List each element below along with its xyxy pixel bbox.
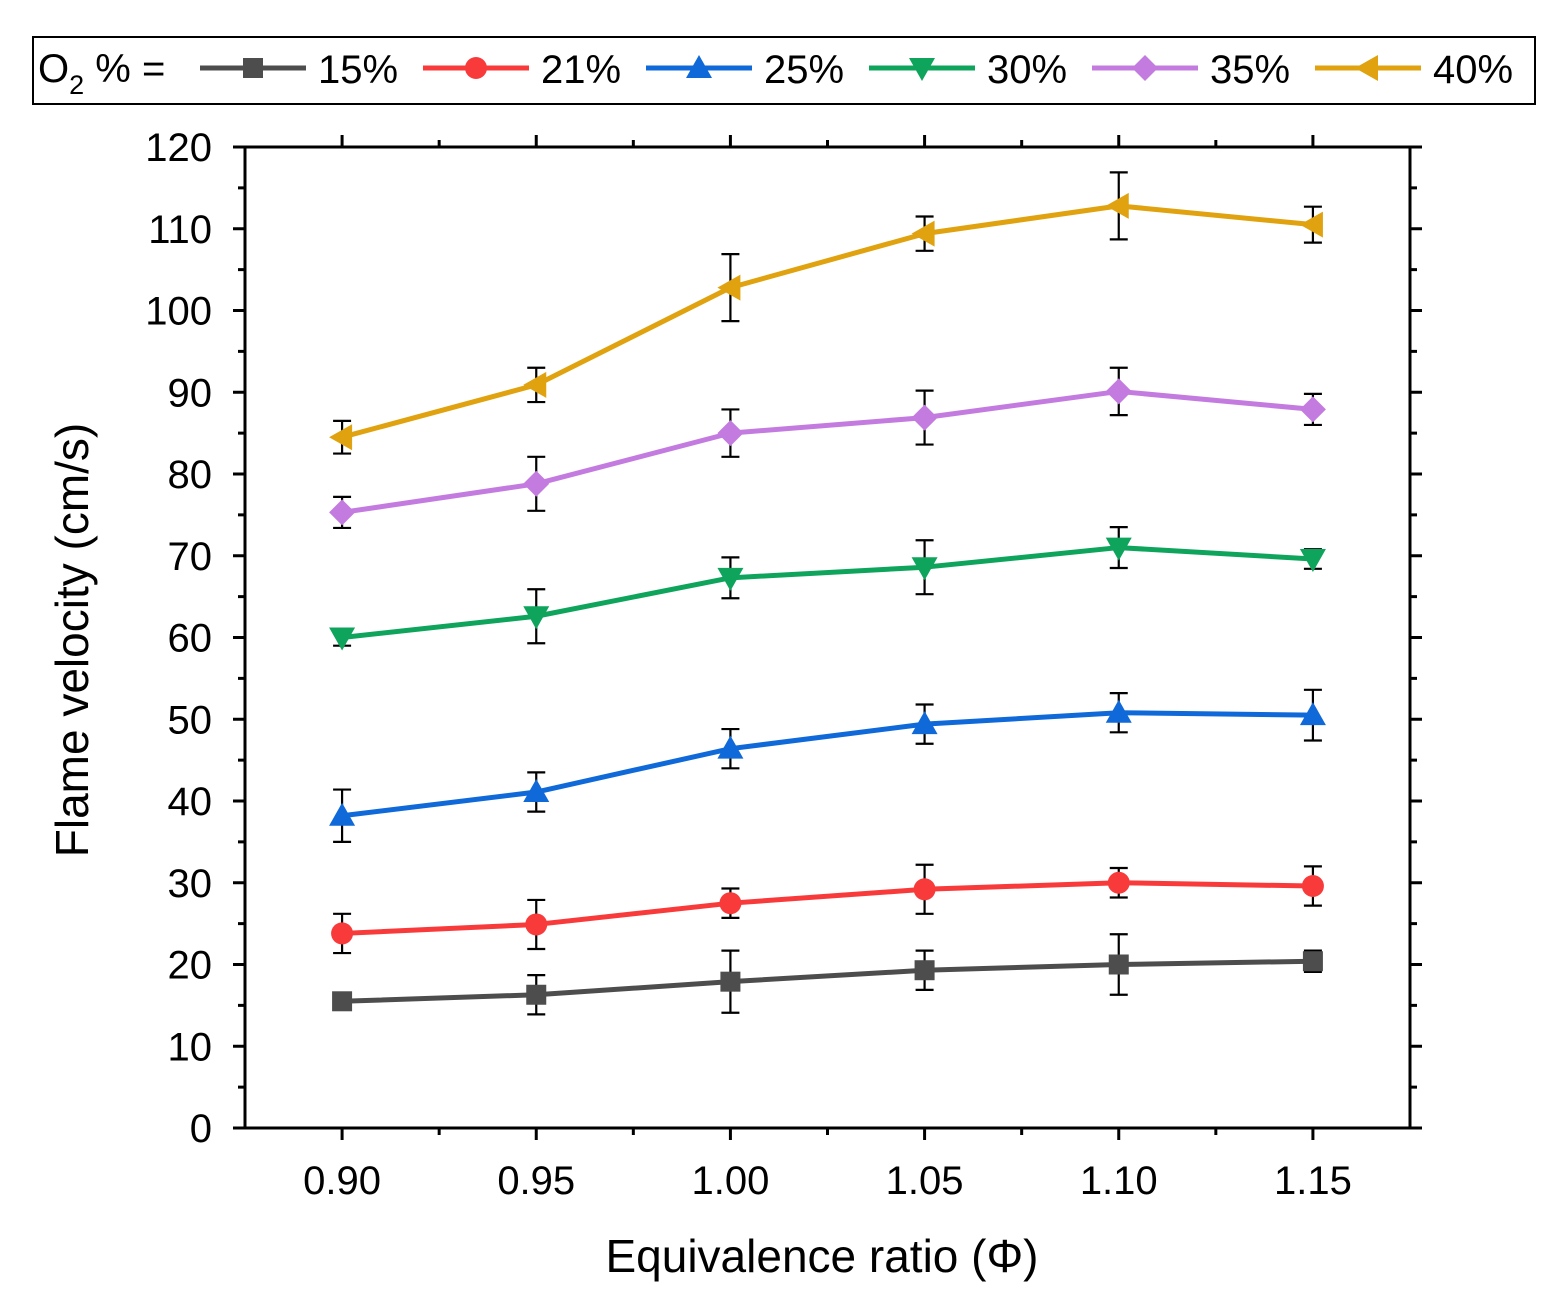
data-point xyxy=(1301,875,1324,898)
data-point xyxy=(717,274,741,301)
x-tick-label: 1.05 xyxy=(886,1159,964,1203)
x-tick-label: 1.10 xyxy=(1080,1159,1158,1203)
legend-item: 40% xyxy=(1315,48,1513,92)
legend-label: 25% xyxy=(764,48,844,92)
series-15pct-line xyxy=(341,958,1313,1004)
y-tick-label: 50 xyxy=(168,698,213,742)
y-tick-label: 120 xyxy=(145,126,212,170)
y-tick-label: 60 xyxy=(168,617,213,661)
series-21pct xyxy=(331,863,1324,955)
data-point xyxy=(331,922,354,945)
y-tick-label: 100 xyxy=(145,290,212,334)
y-axis: 0 10 20 30 40 50 60 70 80 90 100 110 120 xyxy=(145,126,1422,1151)
data-point xyxy=(523,606,550,630)
x-tick-label: 1.15 xyxy=(1274,1159,1352,1203)
data-point xyxy=(914,960,935,981)
series-30pct-line xyxy=(341,545,1314,640)
x-axis: 0.90 0.95 1.00 1.05 1.10 1.15 xyxy=(303,135,1352,1203)
legend-label: 21% xyxy=(541,48,621,92)
data-point xyxy=(1299,702,1326,726)
data-point xyxy=(1299,396,1326,423)
data-point xyxy=(526,984,547,1005)
data-point xyxy=(717,735,744,759)
x-tick-label: 1.00 xyxy=(691,1159,769,1203)
data-point xyxy=(913,878,936,901)
series-15pct xyxy=(332,933,1323,1016)
data-point xyxy=(720,971,741,992)
x-tick-label: 0.90 xyxy=(303,1159,381,1203)
legend-label: 30% xyxy=(987,48,1067,92)
legend-marker xyxy=(243,58,263,78)
data-point xyxy=(911,711,938,735)
data-point xyxy=(523,371,547,398)
data-point xyxy=(1105,537,1132,561)
data-point xyxy=(911,404,938,431)
y-tick-label: 110 xyxy=(148,208,212,252)
data-point xyxy=(523,470,550,497)
data-point xyxy=(1299,211,1323,238)
data-point xyxy=(332,991,353,1012)
data-point xyxy=(1107,871,1130,894)
y-tick-label: 0 xyxy=(190,1107,212,1151)
series-21pct-line xyxy=(341,880,1313,936)
plot-series xyxy=(329,171,1326,1016)
series-25pct-line xyxy=(341,710,1313,819)
data-point xyxy=(1302,951,1323,972)
data-point xyxy=(329,627,356,651)
legend-item: 30% xyxy=(869,48,1067,92)
legend-label: 40% xyxy=(1433,48,1513,92)
data-point xyxy=(1299,549,1326,573)
y-tick-label: 20 xyxy=(168,944,213,988)
legend-item: 15% xyxy=(200,48,398,92)
legend-marker xyxy=(1355,55,1378,81)
y-tick-label: 90 xyxy=(168,371,213,415)
legend-marker xyxy=(465,57,487,79)
data-point xyxy=(523,779,550,803)
y-tick-label: 80 xyxy=(168,453,213,497)
series-35pct-line xyxy=(341,388,1314,515)
legend-label: 35% xyxy=(1210,48,1290,92)
y-tick-label: 30 xyxy=(168,862,213,906)
data-point xyxy=(719,892,742,915)
data-point xyxy=(1105,192,1129,219)
legend-marker xyxy=(909,58,935,81)
legend-marker xyxy=(686,55,712,78)
legend-item: 35% xyxy=(1092,48,1290,92)
data-point xyxy=(329,499,356,526)
data-point xyxy=(911,557,938,581)
y-tick-label: 10 xyxy=(168,1025,213,1069)
data-point xyxy=(1105,378,1132,405)
y-axis-title: Flame velocity (cm/s) xyxy=(46,423,98,857)
data-point xyxy=(717,567,744,591)
legend-item: 25% xyxy=(646,48,844,92)
y-tick-label: 40 xyxy=(168,780,213,824)
series-30pct xyxy=(329,526,1326,651)
data-point xyxy=(329,802,356,826)
data-point xyxy=(911,220,935,247)
series-35pct xyxy=(329,366,1326,530)
x-axis-title: Equivalence ratio (Φ) xyxy=(605,1230,1038,1282)
legend-prefix: O2 % = xyxy=(38,47,165,100)
legend: O2 % = 15% 21% 25% 30% 35% 40% xyxy=(32,36,1536,105)
data-point xyxy=(717,420,744,447)
legend-marker xyxy=(1132,55,1158,81)
series-40pct xyxy=(329,171,1323,455)
data-point xyxy=(1108,954,1129,975)
data-point xyxy=(1105,699,1132,723)
y-tick-label: 70 xyxy=(168,535,213,579)
legend-item: 21% xyxy=(423,48,621,92)
legend-items: 15% 21% 25% 30% 35% 40% xyxy=(200,48,1513,92)
series-25pct xyxy=(329,688,1326,843)
data-point xyxy=(525,913,548,936)
x-tick-label: 0.95 xyxy=(497,1159,575,1203)
series-40pct-line xyxy=(341,203,1314,440)
data-point xyxy=(329,424,353,451)
legend-label: 15% xyxy=(318,48,398,92)
